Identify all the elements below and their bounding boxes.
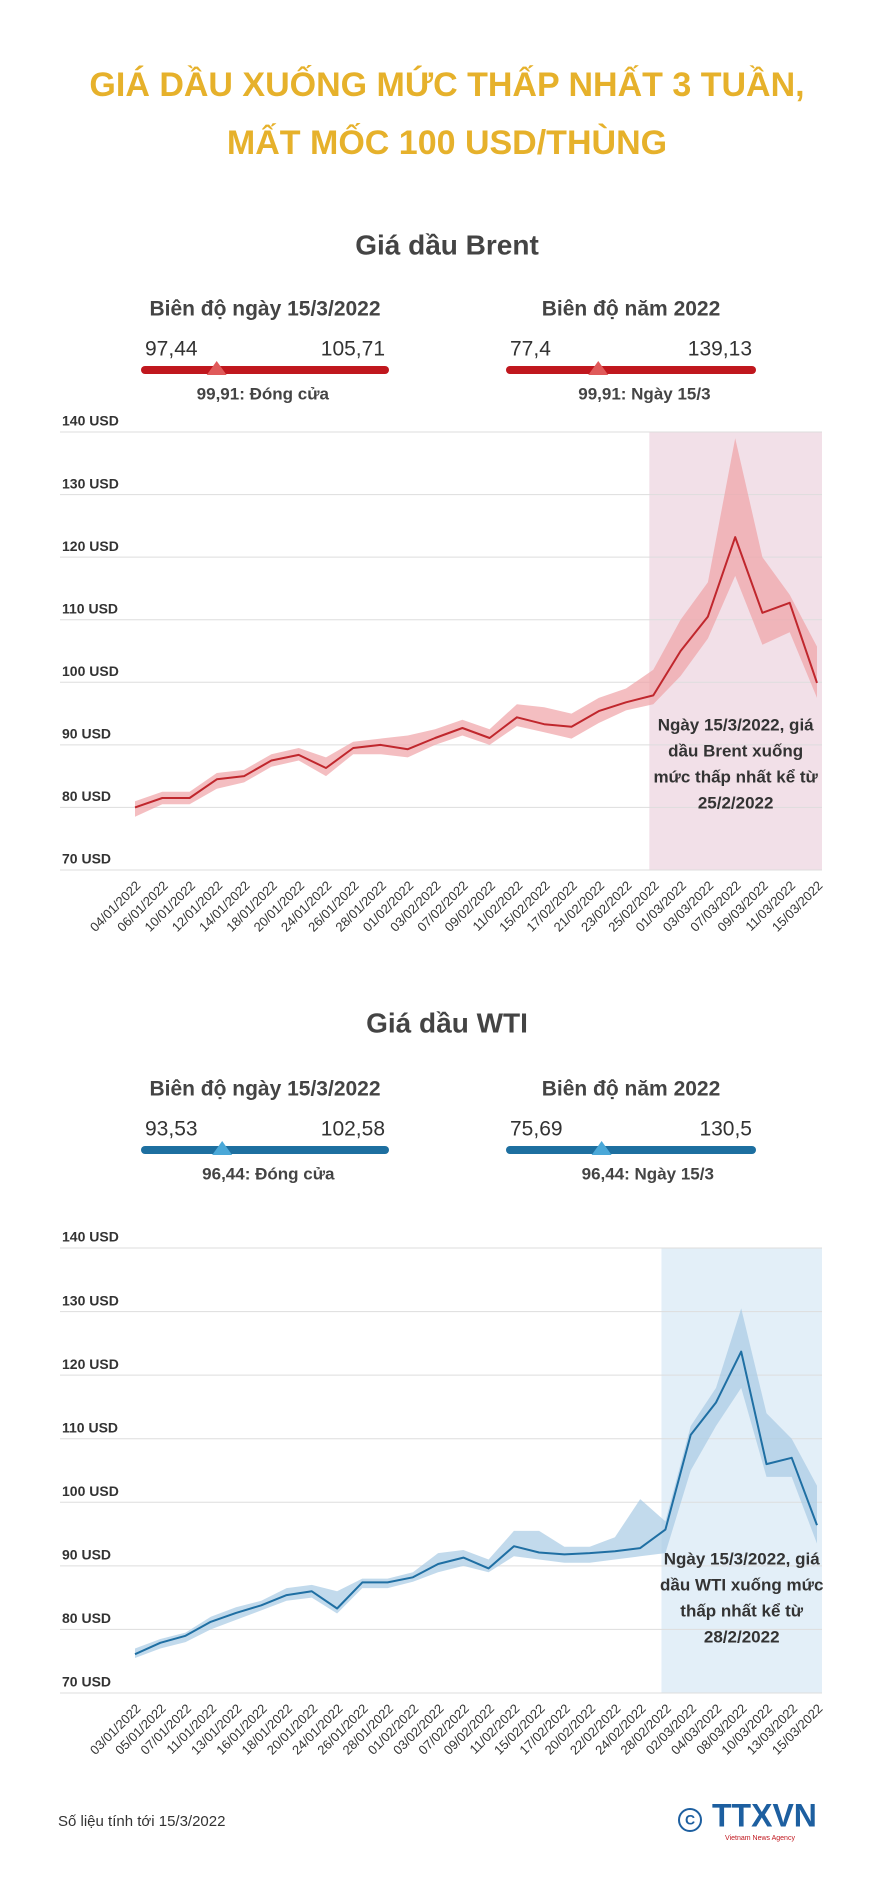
annotation: Ngày 15/3/2022, giá (664, 1549, 820, 1568)
range-low: 93,53 (145, 1118, 198, 1141)
range-title: Biên độ ngày 15/3/2022 (149, 298, 380, 321)
range-low: 97,44 (145, 338, 198, 361)
annotation: dầu WTI xuống mức (660, 1575, 823, 1594)
range-marker (588, 361, 609, 375)
annotation: 25/2/2022 (698, 793, 774, 812)
range-marker-label: 96,44: Ngày 15/3 (582, 1164, 714, 1183)
source-note: Số liệu tính tới 15/3/2022 (58, 1813, 225, 1830)
price-line (134, 1350, 818, 1656)
range-high: 139,13 (688, 338, 752, 361)
range-marker-label: 99,91: Ngày 15/3 (578, 384, 710, 403)
y-tick-label: 100 USD (62, 663, 119, 679)
annotation: Ngày 15/3/2022, giá (658, 715, 814, 734)
range-high: 130,5 (699, 1118, 752, 1141)
y-tick-label: 130 USD (62, 475, 119, 491)
range-title: Biên độ năm 2022 (542, 1078, 721, 1101)
y-tick-label: 130 USD (62, 1292, 119, 1308)
range-band (135, 1308, 817, 1658)
price-line (134, 536, 818, 809)
title-line: MẤT MỐC 100 USD/THÙNG (227, 123, 667, 162)
y-tick-label: 80 USD (62, 788, 111, 804)
y-tick-label: 120 USD (62, 538, 119, 554)
y-tick-label: 110 USD (62, 600, 118, 616)
range-marker-label: 96,44: Đóng cửa (202, 1164, 335, 1183)
y-tick-label: 140 USD (62, 413, 119, 429)
range-marker (591, 1141, 612, 1155)
annotation: 28/2/2022 (704, 1627, 780, 1646)
logo: TTXVN (712, 1797, 817, 1833)
logo-sub: Vietnam News Agency (725, 1835, 795, 1842)
range-high: 102,58 (321, 1118, 385, 1141)
y-tick-label: 80 USD (62, 1610, 111, 1626)
range-title: Biên độ năm 2022 (542, 298, 721, 321)
range-band (135, 438, 817, 817)
range-marker (212, 1141, 233, 1155)
annotation: dầu Brent xuống (668, 741, 803, 760)
range-title: Biên độ ngày 15/3/2022 (149, 1078, 380, 1101)
range-low: 77,4 (510, 338, 551, 361)
range-marker (206, 361, 227, 375)
y-tick-label: 100 USD (62, 1483, 119, 1499)
y-tick-label: 90 USD (62, 1547, 111, 1563)
copyright-c: C (685, 1812, 695, 1828)
y-tick-label: 70 USD (62, 1674, 111, 1690)
range-low: 75,69 (510, 1118, 563, 1141)
annotation: mức thấp nhất kể từ (653, 767, 818, 786)
title-line: GIÁ DẦU XUỐNG MỨC THẤP NHẤT 3 TUẦN, (89, 65, 804, 104)
y-tick-label: 110 USD (62, 1419, 118, 1435)
annotation: thấp nhất kể từ (680, 1601, 804, 1620)
y-tick-label: 140 USD (62, 1229, 119, 1245)
y-tick-label: 90 USD (62, 726, 111, 742)
copyright-icon (678, 1808, 702, 1832)
y-tick-label: 70 USD (62, 851, 111, 867)
chart-title: Giá dầu Brent (355, 229, 539, 260)
y-tick-label: 120 USD (62, 1356, 119, 1372)
range-high: 105,71 (321, 338, 385, 361)
chart-title: Giá dầu WTI (366, 1007, 528, 1038)
range-marker-label: 99,91: Đóng cửa (197, 384, 330, 403)
